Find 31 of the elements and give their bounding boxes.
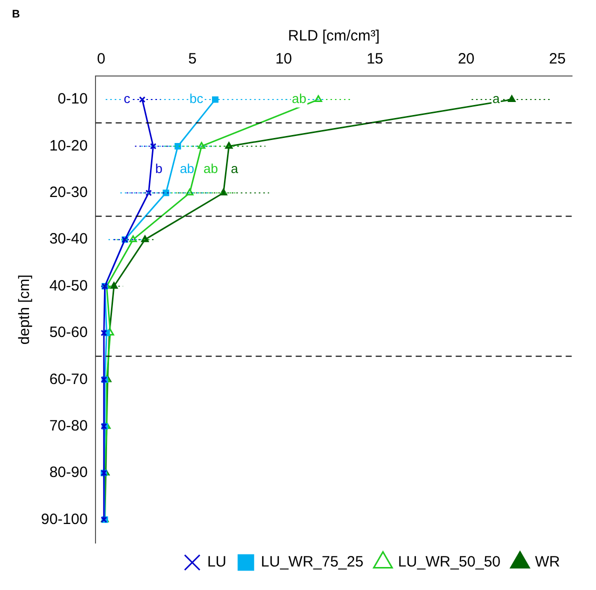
legend-label: LU xyxy=(207,554,226,571)
legend-label: WR xyxy=(535,554,560,571)
y-tick-label: 0-10 xyxy=(58,90,88,108)
annotation: ab xyxy=(180,161,194,176)
annotation: c xyxy=(124,91,131,106)
x-tick-label: 10 xyxy=(275,50,292,68)
y-tick-label: 10-20 xyxy=(49,137,88,154)
y-tick-label: 70-80 xyxy=(49,417,88,434)
x-tick-label: 5 xyxy=(188,50,197,68)
x-tick-label: 0 xyxy=(97,50,106,68)
y-axis-title: depth [cm] xyxy=(16,274,34,345)
annotation: ab xyxy=(204,161,218,176)
y-tick-label: 20-30 xyxy=(49,184,88,202)
y-tick-label: 40-50 xyxy=(49,277,88,294)
annotation: bc xyxy=(190,91,204,106)
annotation: a xyxy=(230,161,239,176)
x-tick-label: 15 xyxy=(366,50,384,68)
annotation: b xyxy=(155,161,162,176)
x-axis-title: RLD [cm/cm³] xyxy=(288,27,380,44)
annotation: ab xyxy=(292,91,306,106)
legend-label: LU_WR_75_25 xyxy=(260,554,364,571)
y-tick-label: 90-100 xyxy=(40,510,88,528)
x-tick-label: 20 xyxy=(458,50,474,68)
y-tick-label: 50-60 xyxy=(49,324,88,342)
annotation: a xyxy=(492,91,501,106)
legend-label: LU_WR_50_50 xyxy=(398,554,501,571)
y-tick-label: 60-70 xyxy=(49,370,88,388)
y-tick-label: 30-40 xyxy=(49,230,88,248)
x-tick-label: 25 xyxy=(549,50,566,68)
y-tick-label: 80-90 xyxy=(49,464,88,482)
chart-title: B xyxy=(12,8,20,21)
